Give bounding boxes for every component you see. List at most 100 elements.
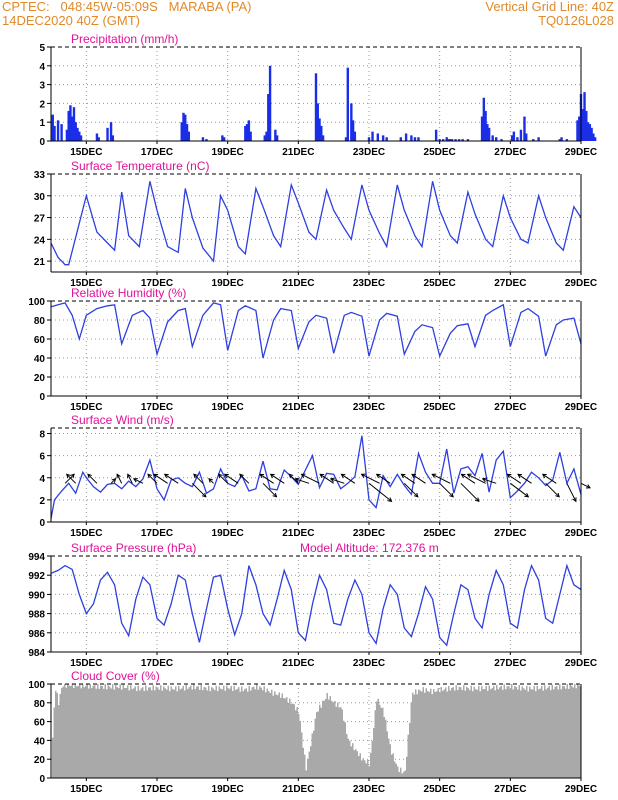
cloud-bar [191, 689, 193, 778]
y-tick-label: 0 [39, 137, 45, 148]
wind-arrow [507, 473, 522, 484]
cloud-bar [334, 700, 336, 778]
cloud-bar [517, 689, 519, 778]
cloud-bar [76, 686, 78, 778]
cloud-bar [301, 732, 303, 778]
x-tick-label: 29DEC [565, 784, 597, 795]
cloud-bar [145, 685, 147, 778]
y-tick-label: 60 [34, 718, 46, 729]
cloud-bar [464, 690, 466, 778]
wind-arrowhead [259, 473, 265, 479]
cloud-bar [412, 692, 414, 778]
x-tick-label: 23DEC [353, 528, 385, 539]
cloud-bar [226, 685, 228, 778]
cloud-bar [196, 686, 198, 778]
cloud-bar [358, 756, 360, 778]
cloud-bar [232, 691, 234, 778]
precip-bar [487, 127, 491, 141]
x-tick-label: 19DEC [212, 147, 244, 158]
header-grid-info: Vertical Grid Line: 40Z [485, 0, 614, 14]
cloud-bar [467, 688, 469, 778]
cloud-bar [194, 689, 196, 778]
precip-bar [454, 139, 457, 141]
cloud-bar [577, 684, 579, 778]
cloud-bar [266, 688, 268, 778]
wind-arrowhead [116, 473, 121, 479]
y-tick-label: 0 [39, 774, 45, 785]
cloud-bar [559, 684, 561, 778]
cloud-bar [451, 688, 453, 778]
cloud-bar [404, 770, 406, 778]
precip-bar [438, 139, 441, 141]
wind-arrow [403, 482, 419, 498]
cloud-bar [538, 689, 540, 778]
wind-arrow [566, 483, 577, 502]
cloud-bar [308, 751, 310, 778]
precip-bar [320, 125, 323, 141]
temperature-panel [47, 173, 582, 275]
y-tick-label: 984 [28, 648, 45, 659]
header-model-id: TQ0126L028 [538, 13, 614, 28]
cloud-bar [157, 687, 159, 778]
cloud-bar [85, 685, 87, 778]
cloud-bar [347, 738, 349, 778]
wind-arrow [580, 482, 591, 489]
wind-arrowhead [572, 497, 577, 503]
precip-bar [519, 129, 523, 141]
y-tick-label: 990 [28, 590, 45, 601]
cloud-bar [250, 690, 252, 778]
cloud-bar [289, 698, 291, 778]
wind-title: Surface Wind (m/s) [71, 413, 174, 427]
cloud-bar [121, 689, 123, 778]
precip-bar [516, 137, 519, 141]
cloud-bar [361, 760, 363, 778]
precip-bar [491, 135, 494, 141]
cloud-bar [551, 684, 553, 778]
temperature-line [50, 181, 582, 266]
cloud-bar [568, 688, 570, 778]
precip-bar [56, 120, 60, 141]
precip-bar [184, 114, 187, 141]
x-tick-label: 21DEC [282, 402, 314, 413]
precip-bar [97, 137, 100, 141]
pressure-title: Surface Pressure (hPa) [71, 541, 196, 555]
cloud-bar [248, 685, 250, 778]
cloud-bar [97, 684, 99, 778]
cloud-bar [179, 689, 181, 778]
cloud-bar [368, 766, 370, 778]
cloud-bar [272, 695, 274, 778]
cloud-bar [221, 689, 223, 778]
cloud-bar [434, 692, 436, 778]
cloud-bar [346, 733, 348, 778]
cloud-bar [118, 688, 120, 778]
precip-bar [486, 124, 489, 141]
cloud-bar [182, 685, 184, 778]
cloud-bar [452, 687, 454, 778]
cloud-bar [478, 686, 480, 778]
precip-bar [590, 127, 593, 141]
precip-bar [321, 135, 325, 141]
wind-arrow [270, 473, 285, 484]
precip-bar [523, 116, 526, 141]
x-tick-label: 15DEC [70, 658, 102, 669]
cloud-bar [67, 684, 69, 778]
cloud-bar [382, 707, 384, 778]
wind-arrowhead [217, 473, 223, 479]
precip-bar [410, 135, 413, 141]
wind-arrowhead [269, 473, 275, 479]
cloud-bar [127, 685, 129, 778]
cloud-bar [158, 689, 160, 778]
cloud-bar [431, 694, 433, 778]
precip-bar [576, 120, 579, 141]
header-right: Vertical Grid Line: 40Z TQ0126L028 [485, 0, 614, 28]
precip-bar [316, 103, 319, 141]
cloud-bar [143, 690, 145, 778]
x-tick-label: 17DEC [141, 278, 173, 289]
precip-bar [512, 131, 516, 141]
cloud-bar [470, 685, 472, 778]
cloud-bar [455, 685, 457, 778]
cloud-bar [338, 707, 340, 778]
y-tick-label: 20 [34, 373, 46, 384]
cloud-bar [205, 687, 207, 778]
x-tick-label: 17DEC [141, 402, 173, 413]
